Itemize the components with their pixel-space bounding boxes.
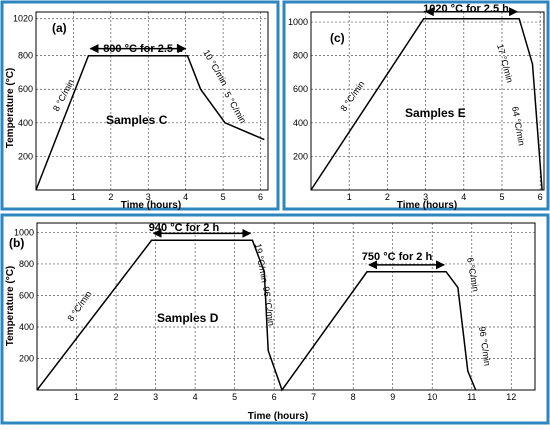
panel-a-plot-area bbox=[35, 11, 269, 191]
panel-a-xlabel: Time (hours) bbox=[121, 200, 181, 211]
panel-c-label: (c) bbox=[330, 31, 345, 45]
panel-b-rate-label: 8 °C/min bbox=[65, 289, 93, 323]
panel-a-x-tick-label: 5 bbox=[221, 192, 226, 202]
panel-b-sample-label: Samples D bbox=[157, 311, 219, 325]
panel-b-temperature-line bbox=[36, 239, 477, 392]
panel-b-y-tick-label: 1000 bbox=[14, 227, 34, 237]
panel-c-temperature-line bbox=[310, 17, 543, 191]
panel-c-sample-label: Samples E bbox=[405, 106, 466, 120]
panel-c-y-tick-label: 1000 bbox=[288, 17, 308, 27]
panel-a-axes: 1 2 3 4 5 6 200 400 600 800 1020 bbox=[13, 11, 269, 202]
panel-a-x-tick-label: 3 bbox=[146, 192, 151, 202]
panel-b-y-tick-label: 600 bbox=[19, 290, 34, 300]
panel-c-x-tick-label: 1 bbox=[347, 192, 352, 202]
panel-a-grid bbox=[36, 12, 268, 190]
panel-a-frame bbox=[0, 0, 280, 211]
panel-a-ylabel: Temperature (°C) bbox=[5, 68, 16, 149]
panel-b-x-tick-label: 9 bbox=[390, 392, 395, 402]
panel-c-axes: 1 2 3 4 5 6 200 400 600 800 1000 bbox=[288, 11, 545, 202]
panel-b-x-tick-label: 10 bbox=[427, 392, 437, 402]
panel-c-hold-label: 1020 °C for 2.5 h bbox=[423, 3, 509, 15]
panel-c: 1 2 3 4 5 6 200 400 600 800 1000 (c) 1020 °C for 2… bbox=[288, 3, 545, 211]
panel-b-y-tick-label: 800 bbox=[19, 259, 34, 269]
panel-a-y-tick-label: 1020 bbox=[13, 14, 33, 24]
panel-b-ylabel: Temperature (°C) bbox=[5, 266, 16, 347]
panel-c-x-tick-label: 3 bbox=[423, 192, 428, 202]
panel-b-rate-label: 19 °C/min bbox=[253, 243, 270, 284]
panel-b-grid bbox=[37, 223, 535, 390]
panel-c-x-tick-label: 5 bbox=[499, 192, 504, 202]
panel-b-x-tick-label: 7 bbox=[311, 392, 316, 402]
panel-b-x-tick-label: 8 bbox=[351, 392, 356, 402]
panel-a-x-tick-label: 1 bbox=[71, 192, 76, 202]
panel-a-x-tick-label: 6 bbox=[258, 192, 263, 202]
panel-b-x-tick-label: 6 bbox=[272, 392, 277, 402]
panel-c-rate-label: 64 °C/min bbox=[510, 106, 527, 147]
panel-b-x-tick-label: 1 bbox=[74, 392, 79, 402]
panel-a-rate-label: 10 °C/min bbox=[201, 48, 229, 87]
panel-b-x-tick-label: 4 bbox=[193, 392, 198, 402]
panel-a-label: (a) bbox=[52, 21, 67, 35]
panel-b-x-tick-label: 12 bbox=[506, 392, 516, 402]
panel-b-y-tick-label: 400 bbox=[19, 322, 34, 332]
panel-c-y-tick-label: 600 bbox=[293, 84, 308, 94]
panel-a-x-tick-label: 4 bbox=[183, 192, 188, 202]
panel-a-hold-label: 800 °C for 2.5 h bbox=[103, 43, 183, 55]
panel-b-x-tick-label: 2 bbox=[114, 392, 119, 402]
panel-b-x-tick-label: 5 bbox=[232, 392, 237, 402]
panel-a-y-tick-label: 600 bbox=[18, 84, 33, 94]
panel-c-y-tick-label: 400 bbox=[293, 118, 308, 128]
panel-c-frame bbox=[282, 0, 550, 211]
panel-a-rate-label: 5 °C/min bbox=[222, 90, 248, 125]
panel-a-y-tick-label: 200 bbox=[18, 151, 33, 161]
panel-c-y-tick-label: 200 bbox=[293, 151, 308, 161]
panel-a-y-tick-label: 800 bbox=[18, 51, 33, 61]
panel-b-x-tick-label: 11 bbox=[467, 392, 476, 402]
panel-c-x-tick-label: 2 bbox=[385, 192, 390, 202]
panel-b-rate-label: 6 °C/min bbox=[465, 257, 481, 293]
panel-b-x-tick-label: 3 bbox=[153, 392, 158, 402]
panel-a-temperature-line bbox=[35, 54, 265, 191]
panel-b-label: (b) bbox=[9, 236, 24, 250]
panel-a-sample-label: Samples C bbox=[106, 113, 168, 127]
panel-b-y-tick-label: 200 bbox=[19, 353, 34, 363]
panel-c-x-tick-label: 4 bbox=[461, 192, 466, 202]
panel-c-x-tick-label: 6 bbox=[538, 192, 543, 202]
panel-a: 1 2 3 4 5 6 200 400 600 800 1020 (a) 800 °C for 2.… bbox=[5, 11, 269, 211]
panel-b-rate-label: 96 °C/min bbox=[477, 326, 492, 367]
panel-b-hold-label: 940 °C for 2 h bbox=[149, 222, 220, 234]
panel-b-plot-area bbox=[36, 222, 536, 391]
panel-c-rate-label: 17 °C/min bbox=[495, 43, 515, 84]
panel-a-x-tick-label: 2 bbox=[108, 192, 113, 202]
panel-c-rate-label: 8 °C/min bbox=[338, 79, 366, 113]
panel-b-xlabel: Time (hours) bbox=[248, 411, 308, 422]
panel-b-frame bbox=[0, 213, 550, 425]
panel-c-xlabel: Time (hours) bbox=[397, 200, 457, 211]
panel-c-grid bbox=[311, 12, 544, 190]
panel-b-hold-label: 750 °C for 2 h bbox=[362, 251, 433, 263]
panel-c-y-tick-label: 800 bbox=[293, 51, 308, 61]
panel-a-y-tick-label: 400 bbox=[18, 118, 33, 128]
